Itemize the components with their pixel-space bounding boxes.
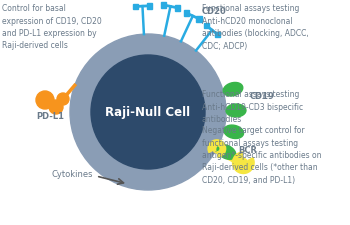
FancyBboxPatch shape [133, 5, 138, 10]
FancyBboxPatch shape [204, 24, 209, 29]
Text: BCR: BCR [238, 146, 257, 155]
FancyBboxPatch shape [184, 11, 189, 17]
Circle shape [57, 94, 69, 106]
FancyBboxPatch shape [161, 3, 166, 9]
Text: Functional assays testing
Anti-hCD20 monoclonal
antibodies (blocking, ADCC,
CDC;: Functional assays testing Anti-hCD20 mon… [202, 4, 309, 50]
Text: Raji-Null Cell: Raji-Null Cell [105, 106, 190, 119]
FancyBboxPatch shape [215, 32, 220, 38]
Text: Negative target control for
functional assays testing
antigen*-specific antibodi: Negative target control for functional a… [202, 126, 322, 184]
Text: CD19: CD19 [250, 92, 275, 101]
Circle shape [49, 101, 63, 115]
Text: Functional assays testing
Anti-hCD19-CD3 bispecific
antibodies: Functional assays testing Anti-hCD19-CD3… [202, 90, 303, 124]
Polygon shape [226, 104, 246, 117]
Text: PD-L1: PD-L1 [36, 112, 64, 121]
Polygon shape [217, 145, 236, 160]
FancyBboxPatch shape [196, 17, 202, 22]
Circle shape [36, 92, 54, 110]
Polygon shape [223, 83, 243, 97]
Circle shape [91, 56, 205, 169]
FancyBboxPatch shape [175, 6, 180, 11]
Text: CD20: CD20 [202, 7, 226, 16]
Text: Cytokines: Cytokines [51, 170, 93, 179]
Circle shape [70, 35, 226, 190]
Polygon shape [224, 126, 244, 139]
FancyBboxPatch shape [147, 4, 152, 9]
Text: Control for basal
expression of CD19, CD20
and PD-L1 expression by
Raji-derived : Control for basal expression of CD19, CD… [2, 4, 102, 50]
